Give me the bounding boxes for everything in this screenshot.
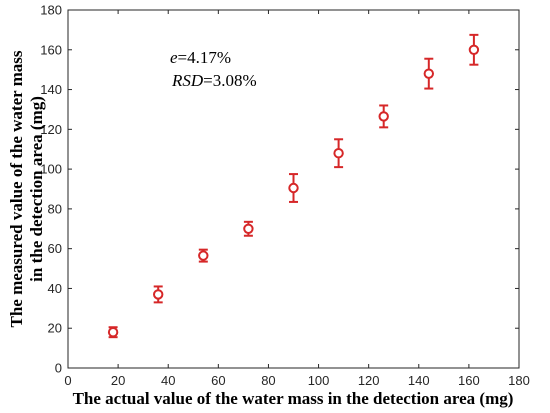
data-point [107,326,119,339]
x-tick-label: 120 [358,373,380,388]
y-tick-label: 80 [48,201,62,216]
y-tick-label: 40 [48,281,62,296]
y-tick-label: 140 [40,82,62,97]
x-tick-label: 20 [111,373,125,388]
x-tick-label: 0 [64,373,71,388]
x-tick-label: 160 [458,373,480,388]
y-tick-label: 60 [48,241,62,256]
point-marker [107,327,119,338]
annotation-rsd: RSD=3.08% [171,71,257,90]
x-tick-label: 100 [308,373,330,388]
point-marker [198,250,209,261]
annotation-error: e=4.17% [170,48,231,67]
y-axis-label: The measured value of the water mass in … [7,50,46,327]
x-tick-label: 80 [261,373,275,388]
y-tick-label: 20 [48,321,62,336]
data-point [468,33,480,66]
y-tick-label: 0 [55,361,62,376]
point-marker [468,44,480,55]
y-axis-label-line-2: in the detection area (mg) [27,96,46,282]
data-points [107,33,480,339]
point-marker [423,68,434,79]
point-marker [153,289,164,300]
data-point [198,248,209,263]
y-tick-label: 160 [40,42,62,57]
data-point [333,138,344,169]
point-marker [333,148,344,159]
x-tick-label: 140 [408,373,430,388]
data-point [243,220,254,237]
y-axis-ticks: 0 20 40 60 80 100 120 140 160 180 [40,3,519,376]
data-point [153,285,164,304]
x-axis-label: The actual value of the water mass in th… [73,389,514,408]
y-tick-label: 120 [40,122,62,137]
data-point [378,104,389,129]
y-tick-label: 100 [40,162,62,177]
y-axis-label-line-1: The measured value of the water mass [7,50,26,327]
point-marker [243,223,254,234]
data-point [423,57,434,90]
point-marker [288,182,299,194]
x-tick-label: 180 [508,373,530,388]
x-tick-label: 40 [161,373,175,388]
point-marker [378,111,389,122]
data-point [288,173,299,203]
x-axis-ticks: 0 20 40 60 80 100 120 140 160 180 [64,10,530,388]
x-tick-label: 60 [211,373,225,388]
y-tick-label: 180 [40,3,62,18]
